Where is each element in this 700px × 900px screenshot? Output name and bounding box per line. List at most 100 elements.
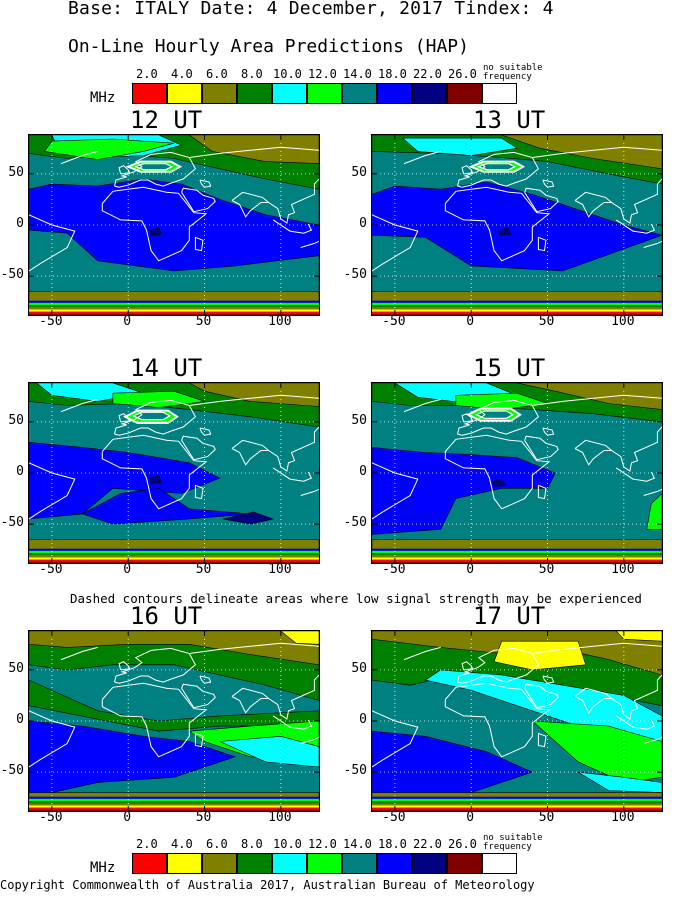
coastline	[60, 150, 98, 165]
polar-band	[29, 550, 319, 554]
coastline	[101, 434, 208, 510]
y-tick-label: 0	[16, 464, 24, 479]
y-tick-label: 50	[351, 660, 367, 676]
map-plot-area	[28, 630, 320, 812]
coastline	[461, 413, 474, 423]
y-tick-label: 0	[16, 216, 24, 231]
coastline	[29, 710, 76, 768]
y-tick-label: -50	[343, 763, 367, 779]
coastline	[524, 683, 559, 709]
legend-label: 26.0	[448, 837, 477, 851]
coastline	[60, 398, 98, 413]
base-area-hexagon-inner	[474, 410, 514, 420]
y-tick-label: -50	[0, 763, 24, 779]
x-tick-label: 50	[195, 562, 212, 577]
polar-band	[29, 307, 319, 310]
coastline	[181, 435, 216, 461]
coastline	[611, 426, 662, 472]
x-tick-label: 0	[466, 314, 475, 329]
coastline	[457, 399, 540, 436]
coastline	[29, 462, 76, 520]
frequency-legend-bottom: MHz 2.0 4.0 6.0 8.0 10.0 12.0 14.0 18.0 22.0 26.0 n…	[86, 834, 543, 880]
coastline	[101, 186, 208, 262]
polar-band	[29, 305, 319, 308]
coastline	[574, 687, 613, 714]
map-plot-area	[371, 134, 663, 316]
polar-band	[372, 550, 662, 554]
frequency-zone	[29, 631, 319, 666]
x-tick-label: 0	[123, 314, 132, 329]
coastline	[615, 219, 656, 234]
coastline	[524, 187, 559, 213]
y-tick-label: 0	[359, 216, 367, 231]
map-svg	[372, 631, 662, 811]
panel-time-label: 17 UT	[473, 602, 546, 630]
frequency-zone	[188, 135, 319, 164]
coastline	[542, 675, 555, 684]
polar-band	[29, 801, 319, 804]
legend-swatch	[132, 853, 167, 874]
coastline	[532, 394, 662, 406]
map-svg	[29, 631, 319, 811]
coastline	[300, 488, 319, 496]
legend-label: 6.0	[206, 67, 228, 81]
frequency-zone	[149, 227, 163, 236]
coastline	[444, 434, 551, 510]
legend-swatch	[237, 853, 272, 874]
coastline	[300, 736, 319, 744]
base-area-hexagon-inner	[131, 411, 171, 421]
map-plot-area	[28, 382, 320, 564]
coastline	[231, 687, 270, 714]
polar-band	[372, 309, 662, 312]
coastline	[643, 736, 662, 744]
coastline	[457, 647, 540, 684]
coastline	[615, 467, 656, 482]
x-tick-label: 0	[466, 810, 475, 825]
frequency-zone	[492, 478, 506, 487]
legend-label: 10.0	[273, 67, 302, 81]
polar-band	[29, 553, 319, 556]
polar-band	[29, 300, 319, 303]
map-panel-14ut: 14 UT 50 0 -50 -50 0 50 100	[0, 354, 330, 584]
legend-label: 8.0	[241, 67, 263, 81]
page-subtitle: On-Line Hourly Area Predictions (HAP)	[68, 36, 469, 57]
frequency-zone	[493, 640, 587, 671]
x-tick-label: 50	[195, 810, 212, 825]
coastline	[643, 240, 662, 248]
coastline	[199, 675, 212, 684]
coastline	[268, 674, 319, 720]
coastline	[403, 646, 441, 661]
coastline	[372, 462, 419, 520]
coastline	[461, 661, 474, 671]
legend-label: 12.0	[308, 67, 337, 81]
coastline	[118, 413, 131, 423]
y-tick-label: 50	[8, 412, 24, 428]
polar-band	[29, 803, 319, 806]
coastline	[114, 647, 197, 684]
coastline	[268, 426, 319, 472]
coastline	[611, 178, 662, 224]
polar-band	[372, 809, 662, 811]
polar-band	[372, 305, 662, 308]
frequency-zone	[401, 137, 518, 156]
coastline	[199, 427, 212, 436]
y-tick-label: -50	[343, 515, 367, 531]
legend-label: 18.0	[378, 837, 407, 851]
y-tick-label: 50	[8, 660, 24, 676]
polar-band	[29, 805, 319, 808]
frequency-zone	[498, 227, 512, 236]
coastline	[537, 236, 547, 252]
legend-swatch	[272, 83, 307, 104]
coastline	[524, 435, 559, 461]
coastline	[372, 710, 419, 768]
x-tick-label: 100	[611, 314, 635, 329]
legend-swatch	[307, 83, 342, 104]
map-svg	[372, 383, 662, 563]
polar-band	[372, 805, 662, 808]
y-tick-label: 0	[359, 464, 367, 479]
coastline	[372, 214, 419, 272]
coastline	[189, 146, 319, 158]
y-tick-label: -50	[0, 267, 24, 283]
coastline	[194, 236, 204, 252]
x-tick-label: 50	[538, 314, 555, 329]
